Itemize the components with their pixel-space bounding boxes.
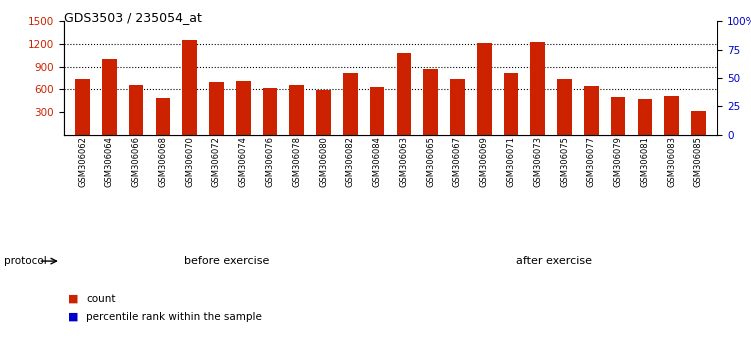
Bar [343,73,357,135]
Text: count: count [86,294,116,304]
Bar [530,42,545,135]
Bar [102,59,116,135]
Bar [477,43,492,135]
Bar [611,97,626,135]
Text: after exercise: after exercise [516,256,592,266]
Text: protocol: protocol [4,256,47,266]
Text: GDS3503 / 235054_at: GDS3503 / 235054_at [64,11,202,24]
Text: ■: ■ [68,294,78,304]
Bar [75,79,90,135]
Bar [397,53,412,135]
Bar [584,86,599,135]
Bar [182,40,197,135]
Bar [450,79,465,135]
Bar [504,73,518,135]
Bar [236,81,251,135]
Bar [665,96,679,135]
Bar [155,97,170,135]
Bar [128,85,143,135]
Text: percentile rank within the sample: percentile rank within the sample [86,312,262,322]
Bar [424,69,438,135]
Bar [557,79,572,135]
Bar [263,88,277,135]
Bar [691,111,706,135]
Bar [638,99,653,135]
Bar [369,87,385,135]
Bar [289,85,304,135]
Text: before exercise: before exercise [185,256,270,266]
Text: ■: ■ [68,312,78,322]
Bar [316,90,331,135]
Bar [209,82,224,135]
